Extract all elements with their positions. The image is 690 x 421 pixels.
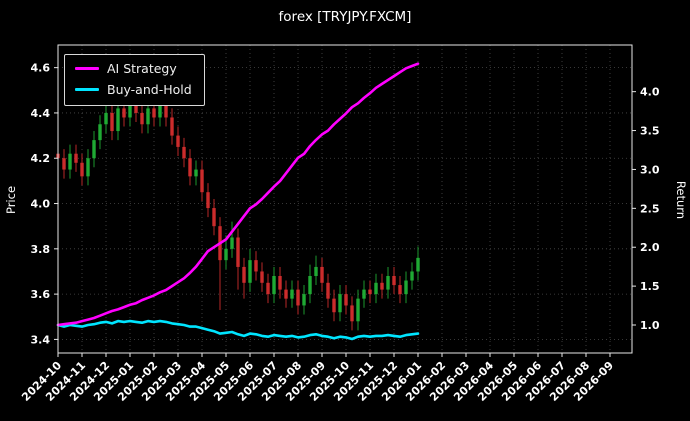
candle-body [302,294,306,306]
y-tick-label-right: 3.0 [640,163,660,176]
candle-body [128,101,132,118]
legend: AI Strategy Buy-and-Hold [64,54,205,106]
candle-body [374,282,378,295]
buy-and-hold-swatch [75,88,99,92]
plot-border [57,44,633,354]
candle-body [74,153,78,163]
candle-body [146,108,150,125]
candle-body [290,289,294,299]
y-tick-label-left: 3.6 [31,288,51,301]
candle-body [380,282,384,290]
candle-body [158,103,162,118]
candle-body [140,112,144,125]
candle-body [110,112,114,132]
candle-body [356,298,360,322]
candle-body [320,266,324,283]
candle-body [350,305,354,322]
y-tick-label-left: 4.2 [31,152,51,165]
candle-body [362,289,366,299]
candle-body [104,112,108,125]
legend-item-buy-and-hold: Buy-and-Hold [75,81,192,97]
candle-body [410,271,414,281]
ai-strategy-line [56,62,420,327]
y-tick-label-left: 4.6 [31,62,51,75]
candle-body [188,158,192,177]
candle-body [152,108,156,118]
y-tick-label-right: 1.0 [640,319,660,332]
candle-body [296,289,300,306]
candle-body [314,266,318,276]
y-axis-label-right: Return [674,181,688,219]
candle-body [182,146,186,159]
candle-body [308,276,312,295]
candle-body [92,140,96,159]
ai-strategy-swatch [75,67,99,71]
candle-body [416,257,420,272]
y-axis-label-left: Price [4,186,18,214]
candle-body [194,169,198,177]
candle-body [176,135,180,147]
candle-body [242,266,246,283]
candle-body [236,237,240,267]
candle-body [230,237,234,249]
y-tick-label-right: 4.0 [640,86,660,99]
candle-body [398,285,402,295]
candle-body [278,276,282,290]
candle-body [164,103,168,118]
candle-body [260,271,264,283]
candle-body [80,162,84,177]
candle-body [122,108,126,118]
chart-title: forex [TRYJPY.FXCM] [279,9,412,25]
y-tick-label-right: 2.5 [640,202,660,215]
candle-body [344,294,348,306]
candle-body [338,294,342,313]
candle-body [68,153,72,170]
candle-body [86,158,90,177]
candle-body [284,289,288,299]
y-tick-label-left: 3.4 [31,333,51,346]
candle-body [134,101,138,113]
legend-label: Buy-and-Hold [107,81,192,97]
candle-body [326,282,330,299]
candle-body [404,280,408,295]
candle-body [254,260,258,272]
candle-body [212,208,216,227]
legend-item-ai-strategy: AI Strategy [75,62,192,76]
candle-body [116,108,120,132]
y-tick-label-left: 4.0 [31,198,51,211]
y-tick-label-left: 4.4 [31,107,51,120]
candle-body [224,248,228,261]
candle-body [386,276,390,290]
candle-body [98,124,102,141]
candle-body [170,117,174,136]
candle-body [272,276,276,295]
buy-and-hold-line [56,319,420,341]
y-tick-label-right: 2.0 [640,241,660,254]
y-tick-label-right: 3.5 [640,125,660,138]
candle-body [392,276,396,286]
legend-label: AI Strategy [107,61,177,76]
candle-body [62,158,66,170]
candle-body [206,192,210,209]
candle-body [368,289,372,295]
y-tick-label-left: 3.8 [31,243,51,256]
candle-body [332,298,336,313]
candle-body [266,282,270,295]
y-tick-label-right: 1.5 [640,280,660,293]
candle-body [200,169,204,193]
candle-body [248,260,252,283]
